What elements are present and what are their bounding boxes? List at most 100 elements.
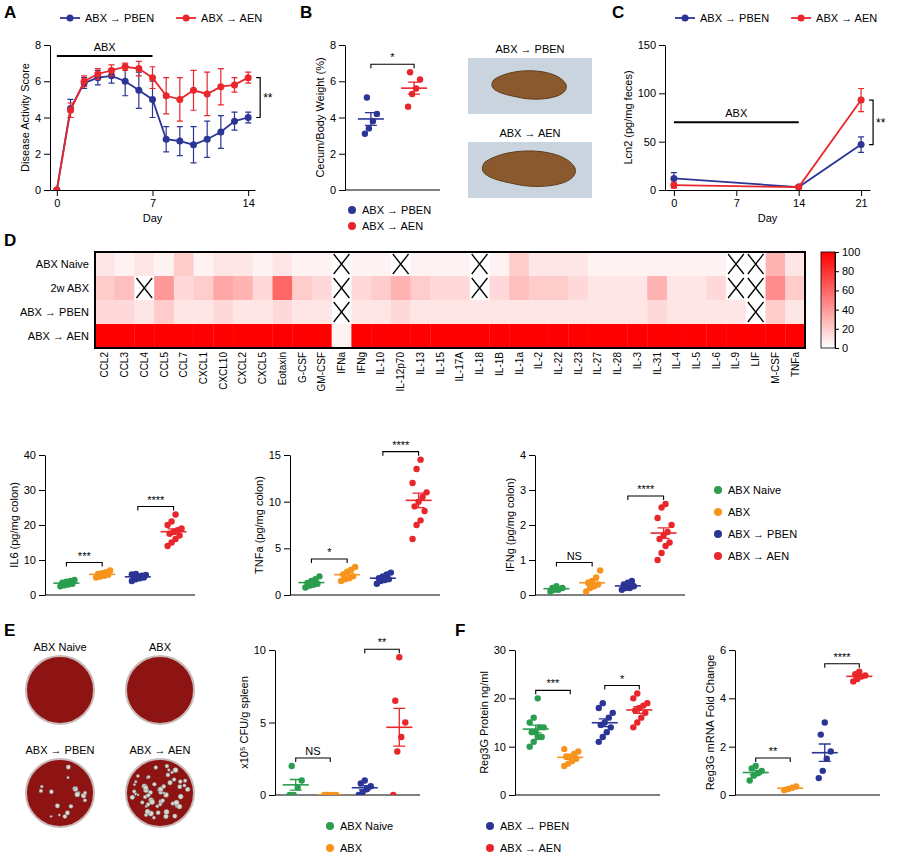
- significance-label: *: [620, 673, 625, 685]
- colony: [166, 773, 170, 777]
- point: [289, 763, 295, 769]
- error-bar: [163, 78, 169, 114]
- missing-cell: [332, 300, 352, 324]
- photo-cecum: [482, 151, 575, 187]
- marker: [122, 78, 129, 85]
- point: [753, 763, 759, 769]
- cell: [154, 324, 174, 348]
- tick-mark: [44, 154, 50, 155]
- significance-label: ****: [637, 483, 655, 495]
- error-bar: [204, 72, 210, 116]
- tick: 40: [835, 304, 854, 316]
- tick-mark: [339, 154, 345, 155]
- point: [423, 489, 429, 495]
- cell: [706, 252, 726, 276]
- legend-marker: [486, 844, 494, 852]
- axis-title: IL6 (pg/mg colon): [8, 482, 20, 568]
- marker: [204, 90, 211, 97]
- colony: [164, 809, 169, 814]
- tick-label: 6: [330, 75, 336, 87]
- legend-marker: [714, 530, 722, 538]
- tick-label: 14: [243, 197, 255, 209]
- y-axis: 0102030: [494, 644, 516, 801]
- image-label: ABX → AEN: [499, 127, 560, 139]
- column-label: IL-15: [435, 352, 446, 375]
- panel-label: D: [4, 231, 16, 250]
- tick-mark: [799, 190, 800, 196]
- column-label: IL-23: [573, 352, 584, 375]
- error-bar: [750, 770, 762, 774]
- error-bar: [671, 182, 677, 188]
- legend-item: ABX → AEN: [348, 220, 423, 232]
- tick: 0: [30, 589, 45, 601]
- tick: 4: [330, 112, 345, 124]
- mean-line: [543, 588, 569, 590]
- colony: [65, 811, 70, 816]
- tick-label: 5: [275, 542, 281, 554]
- significance-label: ***: [78, 550, 92, 562]
- cell: [233, 252, 253, 276]
- tick-label: 0: [30, 589, 36, 601]
- tick-label: 20: [24, 519, 36, 531]
- cell: [154, 300, 174, 324]
- column-label: IL-5: [691, 352, 702, 370]
- column-label: Eotaxin: [277, 352, 288, 385]
- significance-label: **: [876, 116, 886, 130]
- tick-label: 0: [650, 184, 656, 196]
- tick: 2: [520, 519, 535, 531]
- column-label: IL-9: [730, 352, 741, 370]
- tick-mark: [44, 190, 50, 191]
- tick: 4: [35, 112, 50, 124]
- tick-mark: [39, 595, 45, 596]
- missing-cross: [334, 302, 350, 322]
- significance-bracket: [383, 452, 419, 456]
- error-bar: [324, 794, 336, 795]
- legend-label: ABX → PBEN: [85, 12, 154, 24]
- marker: [217, 83, 224, 90]
- missing-cross: [748, 254, 764, 274]
- error-bar: [858, 137, 864, 152]
- plate: [126, 759, 194, 827]
- tick: 100: [638, 87, 665, 99]
- tick-mark: [835, 329, 839, 330]
- panel: 071421050100150Lcn2 (pg/mg feces)DayABX …: [622, 12, 886, 224]
- point: [405, 103, 411, 109]
- tick-label: 150: [638, 39, 656, 51]
- annotation-bar: [674, 121, 799, 123]
- tick-label: 40: [24, 449, 36, 461]
- colony: [173, 767, 178, 772]
- tick-mark: [39, 525, 45, 526]
- tick-mark: [659, 93, 665, 94]
- tick-mark: [339, 81, 345, 82]
- colony: [178, 794, 183, 799]
- point: [664, 529, 670, 535]
- legend-marker: [348, 206, 356, 214]
- colony: [75, 792, 80, 797]
- point: [107, 567, 113, 573]
- axis-title: Reg3G Protein ng/ml: [478, 671, 490, 774]
- cell: [134, 252, 154, 276]
- cell: [509, 300, 529, 324]
- row-label: ABX → PBEN: [20, 306, 89, 318]
- significance-label: ****: [833, 651, 851, 663]
- error-bar: [191, 70, 197, 110]
- error-bar: [784, 788, 796, 789]
- cell: [430, 276, 450, 300]
- column-label: IL-17A: [454, 352, 465, 382]
- image-label: ABX → PBEN: [25, 744, 94, 756]
- marker: [149, 96, 156, 103]
- error-bar: [177, 78, 183, 122]
- axis-title: Day: [758, 212, 778, 224]
- tick-label: 6: [720, 644, 726, 656]
- mean-line: [846, 676, 872, 678]
- cell: [706, 324, 726, 348]
- axis-title: Cecum/Body Weight (%): [314, 57, 326, 177]
- colony: [165, 764, 169, 768]
- cell: [785, 252, 805, 276]
- colony: [40, 785, 43, 788]
- column-label: IL-4: [671, 352, 682, 370]
- cell: [529, 300, 549, 324]
- point: [629, 578, 635, 584]
- point: [366, 125, 372, 131]
- marker: [204, 136, 211, 143]
